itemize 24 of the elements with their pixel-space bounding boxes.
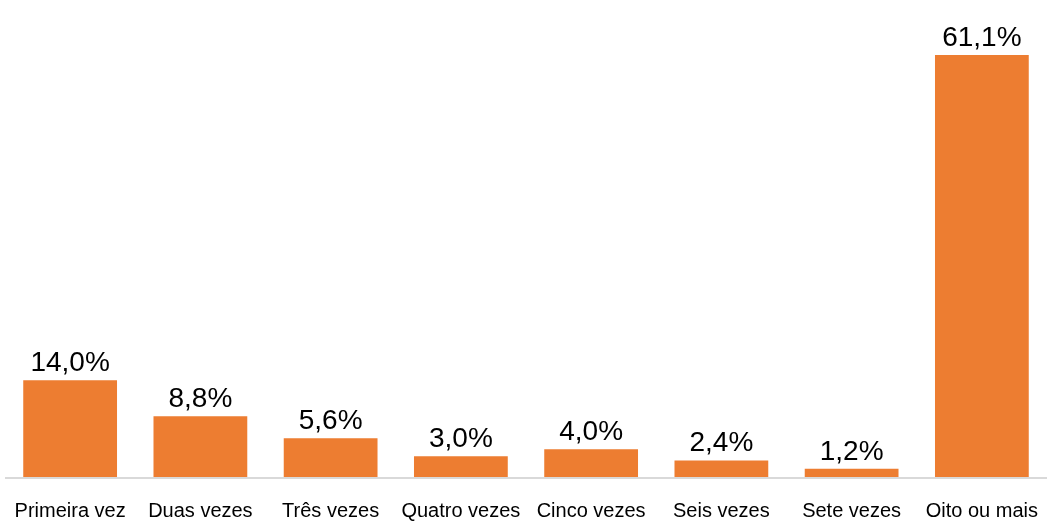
bar: [544, 449, 639, 477]
data-label: 2,4%: [689, 426, 754, 458]
x-tick-label: Sete vezes: [802, 498, 902, 521]
bar: [23, 380, 118, 477]
bar: [674, 460, 769, 477]
x-tick-label: Primeira vez: [14, 498, 126, 521]
bar: [413, 456, 508, 477]
bar: [934, 55, 1029, 477]
data-label: 3,0%: [428, 422, 493, 454]
data-label: 1,2%: [819, 434, 884, 466]
data-label: 61,1%: [942, 21, 1022, 52]
x-tick-label: Três vezes: [282, 498, 380, 521]
x-tick-label: Seis vezes: [673, 498, 770, 521]
data-label: 5,6%: [298, 404, 363, 436]
x-tick-label: Oito ou mais: [925, 498, 1039, 521]
data-label: 14,0%: [30, 346, 110, 378]
x-tick-label: Cinco vezes: [536, 498, 646, 521]
data-label: 8,8%: [168, 382, 233, 414]
x-tick-label: Quatro vezes: [401, 498, 521, 521]
bar: [804, 468, 899, 477]
data-label: 4,0%: [559, 415, 624, 447]
bar: [153, 416, 248, 477]
bar: [283, 438, 378, 477]
x-tick-label: Duas vezes: [148, 498, 253, 521]
